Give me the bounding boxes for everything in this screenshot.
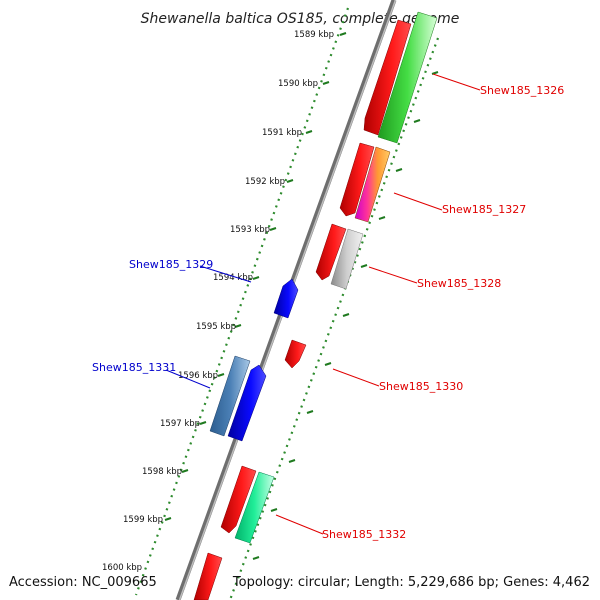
- gene-arrow-shew185-1328-red[interactable]: [315, 223, 347, 281]
- gene-arrow-shew185-1326[interactable]: [363, 19, 412, 136]
- gene-label-shew185-1327[interactable]: Shew185_1327: [442, 203, 526, 216]
- inner-tick-marks: [252, 71, 439, 560]
- tick-mark: [339, 32, 347, 36]
- gene-features: [193, 11, 438, 600]
- tick-mark: [322, 81, 330, 85]
- tick-mark: [252, 276, 260, 280]
- gene-label-shew185-1330[interactable]: Shew185_1330: [379, 380, 463, 393]
- tick-mark: [217, 373, 225, 377]
- gene-arrow-shew185-1332[interactable]: [234, 471, 275, 544]
- tick-marks: [164, 32, 347, 521]
- gene-arrow-shew185-1328[interactable]: [330, 228, 364, 290]
- connector-1326: [432, 73, 481, 91]
- connector-1331: [165, 369, 211, 389]
- connector-1332: [275, 514, 324, 535]
- gene-arrow-shew185-1330[interactable]: [284, 339, 307, 369]
- connector-1330: [332, 368, 380, 387]
- gene-label-shew185-1331[interactable]: Shew185_1331: [92, 361, 176, 374]
- tick-label-1589: 1589 kbp: [294, 30, 334, 40]
- tick-label-1591: 1591 kbp: [262, 128, 302, 138]
- gene-arrow-rrna-green[interactable]: [377, 11, 438, 144]
- tick-mark: [269, 227, 277, 231]
- tick-label-1593: 1593 kbp: [230, 225, 270, 235]
- tick-mark: [199, 421, 207, 425]
- gene-arrow-shew185-1331[interactable]: [227, 364, 267, 442]
- gene-arrow-shew185-1329[interactable]: [273, 278, 299, 319]
- tick-label-1598: 1598 kbp: [142, 467, 182, 477]
- tick-label-1595: 1595 kbp: [196, 322, 236, 332]
- tick-mark: [181, 469, 189, 473]
- tick-label-1590: 1590 kbp: [278, 79, 318, 89]
- accession-text: Accession: NC_009665: [9, 575, 157, 590]
- map-title: Shewanella baltica OS185, complete genom…: [141, 11, 460, 27]
- gene-label-shew185-1328[interactable]: Shew185_1328: [417, 277, 501, 290]
- inner-dotted-ring: [228, 37, 440, 600]
- tick-label-1596: 1596 kbp: [178, 371, 218, 381]
- genome-summary-text: Topology: circular; Length: 5,229,686 bp…: [232, 575, 590, 590]
- gene-arrow-bottom-red[interactable]: [193, 552, 223, 600]
- gene-arrow-shew185-1327b[interactable]: [354, 146, 391, 223]
- tick-mark: [305, 130, 313, 134]
- gene-arrow-shew185-1331-steel[interactable]: [209, 355, 251, 437]
- tick-mark: [164, 517, 172, 521]
- gene-arrow-shew185-1332-red[interactable]: [220, 465, 257, 534]
- connector-1329: [199, 265, 252, 283]
- tick-mark: [286, 179, 294, 183]
- connector-1328: [368, 266, 418, 284]
- tick-label-1597: 1597 kbp: [160, 419, 200, 429]
- gene-label-shew185-1326[interactable]: Shew185_1326: [480, 84, 564, 97]
- gene-label-shew185-1329[interactable]: Shew185_1329: [129, 258, 213, 271]
- tick-label-1592: 1592 kbp: [245, 177, 285, 187]
- tick-mark: [234, 324, 242, 328]
- connector-1327: [393, 192, 443, 211]
- tick-label-1599: 1599 kbp: [123, 515, 163, 525]
- gene-label-shew185-1332[interactable]: Shew185_1332: [322, 528, 406, 541]
- label-connectors: [165, 73, 481, 535]
- tick-label-1594: 1594 kbp: [213, 273, 253, 283]
- gene-arrow-shew185-1327[interactable]: [339, 142, 375, 217]
- tick-label-1600: 1600 kbp: [102, 563, 142, 573]
